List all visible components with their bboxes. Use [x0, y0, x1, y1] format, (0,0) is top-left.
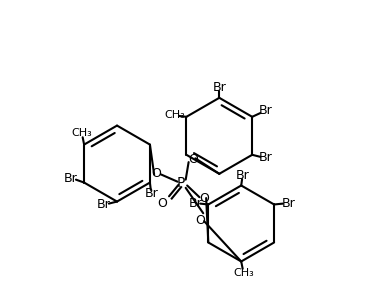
- Text: CH₃: CH₃: [164, 110, 185, 120]
- Text: CH₃: CH₃: [234, 268, 254, 278]
- Text: O: O: [195, 214, 205, 227]
- Text: CH₃: CH₃: [71, 129, 92, 138]
- Text: O: O: [157, 196, 167, 209]
- Text: Br: Br: [64, 172, 78, 185]
- Text: O: O: [188, 153, 198, 166]
- Text: Br: Br: [97, 198, 111, 211]
- Text: Br: Br: [259, 104, 272, 117]
- Text: Br: Br: [144, 187, 158, 200]
- Text: O: O: [199, 192, 209, 205]
- Text: Br: Br: [188, 196, 202, 209]
- Text: Br: Br: [236, 169, 250, 182]
- Text: Br: Br: [212, 81, 226, 94]
- Text: Br: Br: [281, 196, 295, 209]
- Text: Br: Br: [259, 151, 272, 164]
- Text: P: P: [177, 176, 186, 190]
- Text: O: O: [151, 167, 161, 180]
